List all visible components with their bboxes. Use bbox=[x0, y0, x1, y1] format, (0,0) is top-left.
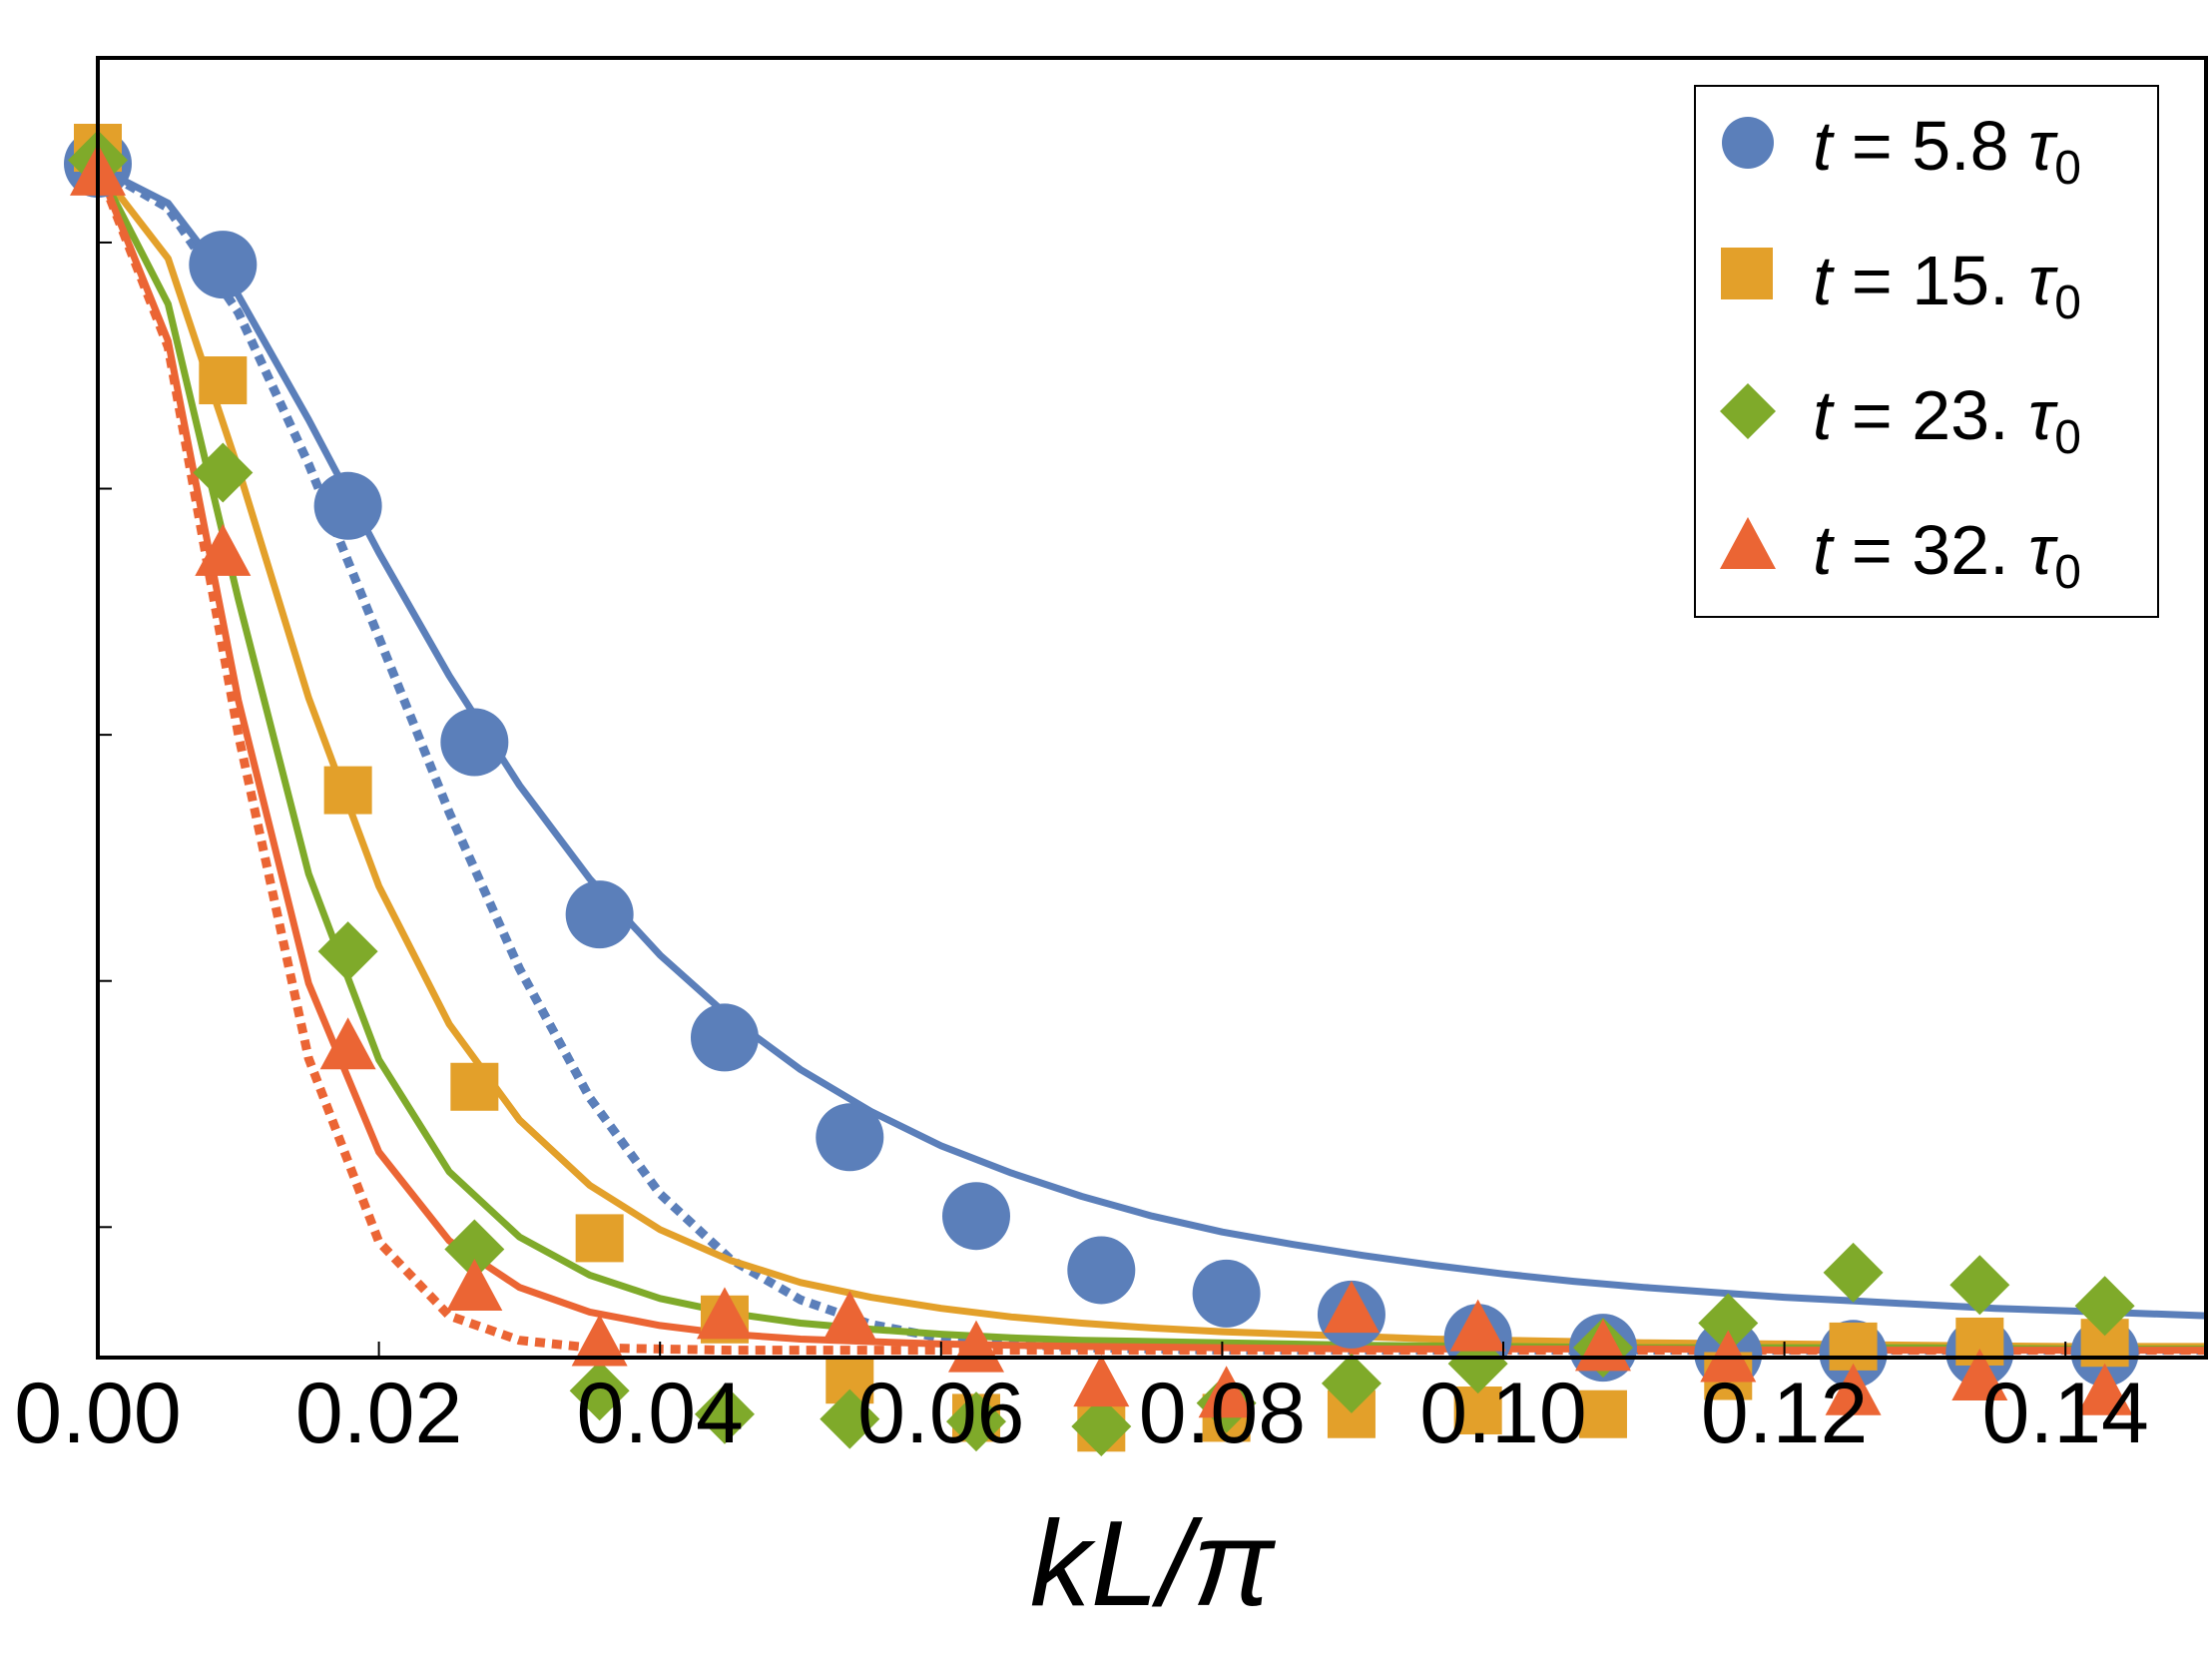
x-tick-label: 0.00 bbox=[14, 1366, 181, 1461]
legend-marker-triangle bbox=[1720, 517, 1776, 569]
data-point-s1-11 bbox=[1453, 1387, 1502, 1435]
data-point-s2-13 bbox=[1698, 1293, 1759, 1354]
data-point-s3-1 bbox=[195, 523, 252, 576]
legend-box bbox=[1694, 85, 2159, 618]
data-point-s0-6 bbox=[816, 1103, 884, 1172]
x-tick-label: 0.12 bbox=[1701, 1366, 1868, 1461]
data-point-s3-5 bbox=[696, 1287, 753, 1340]
data-point-s3-14 bbox=[1825, 1363, 1882, 1415]
data-point-s2-1 bbox=[193, 442, 254, 503]
data-point-s0-7 bbox=[942, 1182, 1010, 1251]
legend: t = 5.8 τ0 t = 15. τ0 t = 23. τ0 t = 32.… bbox=[1694, 85, 2159, 618]
points-layer bbox=[64, 124, 2139, 1457]
data-point-s3-6 bbox=[822, 1291, 878, 1344]
data-point-s2-5 bbox=[694, 1384, 755, 1444]
data-point-s2-15 bbox=[1949, 1255, 2010, 1316]
x-tick-label: 0.10 bbox=[1419, 1366, 1586, 1461]
legend-item-3: t = 32. τ0 bbox=[1720, 511, 2081, 599]
data-point-s3-15 bbox=[1951, 1348, 2008, 1400]
data-point-s0-3 bbox=[440, 708, 509, 777]
legend-item-1: t = 15. τ0 bbox=[1721, 242, 2081, 329]
legend-label-2: t = 23. τ0 bbox=[1813, 376, 2081, 464]
data-point-s1-3 bbox=[450, 1062, 499, 1111]
data-point-s3-8 bbox=[1073, 1355, 1130, 1407]
data-point-s2-3 bbox=[444, 1219, 505, 1280]
legend-marker-circle bbox=[1722, 117, 1774, 169]
data-point-s3-10 bbox=[1323, 1281, 1380, 1334]
data-point-s2-2 bbox=[317, 921, 378, 982]
x-tick-label: 0.06 bbox=[857, 1366, 1024, 1461]
legend-label-3: t = 32. τ0 bbox=[1813, 511, 2081, 599]
x-tick-label: 0.14 bbox=[1982, 1366, 2149, 1461]
data-point-s3-2 bbox=[319, 1017, 376, 1070]
legend-label-1: t = 15. τ0 bbox=[1813, 242, 2081, 329]
data-point-s0-1 bbox=[189, 231, 258, 299]
legend-marker-diamond bbox=[1720, 383, 1776, 439]
data-point-s1-14 bbox=[1829, 1322, 1878, 1371]
data-point-s2-7 bbox=[946, 1391, 1006, 1452]
data-point-s3-9 bbox=[1198, 1366, 1255, 1418]
data-point-s3-11 bbox=[1449, 1299, 1506, 1352]
legend-marker-square bbox=[1721, 248, 1773, 299]
x-tick-label: 0.02 bbox=[295, 1366, 462, 1461]
data-point-s1-12 bbox=[1578, 1389, 1627, 1438]
x-axis-title: kL/π bbox=[1030, 1495, 1277, 1631]
data-point-s2-4 bbox=[569, 1361, 630, 1421]
data-point-s1-1 bbox=[199, 356, 248, 405]
data-point-s3-3 bbox=[446, 1258, 503, 1311]
x-tick-label: 0.08 bbox=[1139, 1366, 1306, 1461]
legend-label-0: t = 5.8 τ0 bbox=[1813, 107, 2081, 195]
data-point-s2-10 bbox=[1321, 1353, 1382, 1413]
data-point-s0-8 bbox=[1067, 1236, 1136, 1305]
legend-item-0: t = 5.8 τ0 bbox=[1722, 107, 2081, 195]
data-point-s0-2 bbox=[313, 471, 382, 540]
data-point-s2-16 bbox=[2074, 1276, 2135, 1337]
data-point-s0-5 bbox=[690, 1003, 759, 1072]
data-point-s2-6 bbox=[820, 1388, 880, 1449]
legend-item-2: t = 23. τ0 bbox=[1720, 376, 2081, 464]
data-point-s0-4 bbox=[565, 880, 634, 949]
curve-5 bbox=[98, 166, 2206, 1356]
plot-frame bbox=[96, 56, 2208, 1360]
data-point-s3-16 bbox=[2076, 1363, 2133, 1415]
data-point-s2-14 bbox=[1823, 1242, 1884, 1303]
data-point-s0-9 bbox=[1192, 1259, 1261, 1328]
ticks-layer: 0.00 0.02 0.04 0.06 0.08 0.10 0.12 0.14 bbox=[14, 241, 2149, 1461]
data-point-s3-4 bbox=[571, 1314, 628, 1367]
data-point-s1-4 bbox=[575, 1214, 624, 1263]
data-point-s1-2 bbox=[323, 766, 372, 815]
x-tick-label: 0.04 bbox=[577, 1366, 744, 1461]
data-point-s2-8 bbox=[1071, 1396, 1132, 1457]
